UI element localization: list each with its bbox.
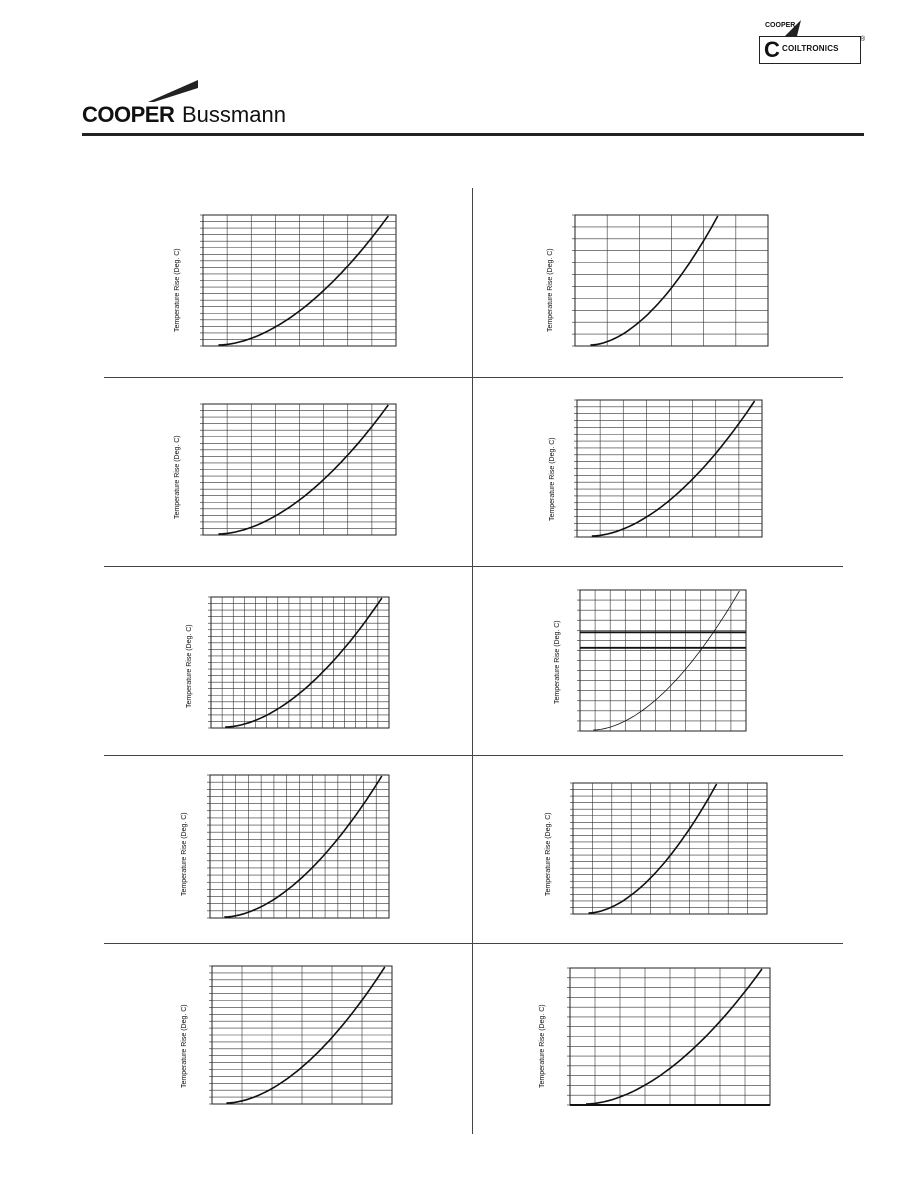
coiltronics-logo: COOPER C COILTRONICS ® [757, 20, 866, 66]
temperature-curve [218, 215, 389, 346]
flame-icon [785, 20, 801, 36]
registered-mark: ® [860, 36, 866, 43]
y-axis-label: Temperature Rise (Deg. C) [539, 1004, 546, 1088]
coiltronics-c-icon: C [764, 37, 780, 62]
temperature-curve [218, 404, 389, 535]
temperature-curve [585, 968, 763, 1105]
temperature-curve [591, 400, 756, 537]
temperature-curve [588, 783, 718, 914]
row-divider [104, 377, 843, 378]
column-divider [472, 188, 473, 1134]
temperature-curve [226, 966, 386, 1104]
brand-bussmann: Bussmann [182, 102, 286, 127]
temperature-curve [225, 597, 383, 728]
cooper-bussmann-logo: COOPER Bussmann [82, 80, 322, 130]
temperature-curve [593, 590, 740, 731]
temperature-curve [590, 215, 719, 346]
row-divider [104, 566, 843, 567]
swoosh-icon [148, 80, 198, 102]
coiltronics-name: COILTRONICS [782, 44, 839, 53]
row-divider [104, 943, 843, 944]
coiltronics-parent: COOPER [765, 22, 796, 29]
brand-cooper: COOPER [82, 102, 175, 127]
row-divider [104, 755, 843, 756]
header-rule [82, 133, 864, 136]
coiltronics-box: C COILTRONICS [759, 36, 861, 64]
temperature-curve [224, 775, 383, 918]
